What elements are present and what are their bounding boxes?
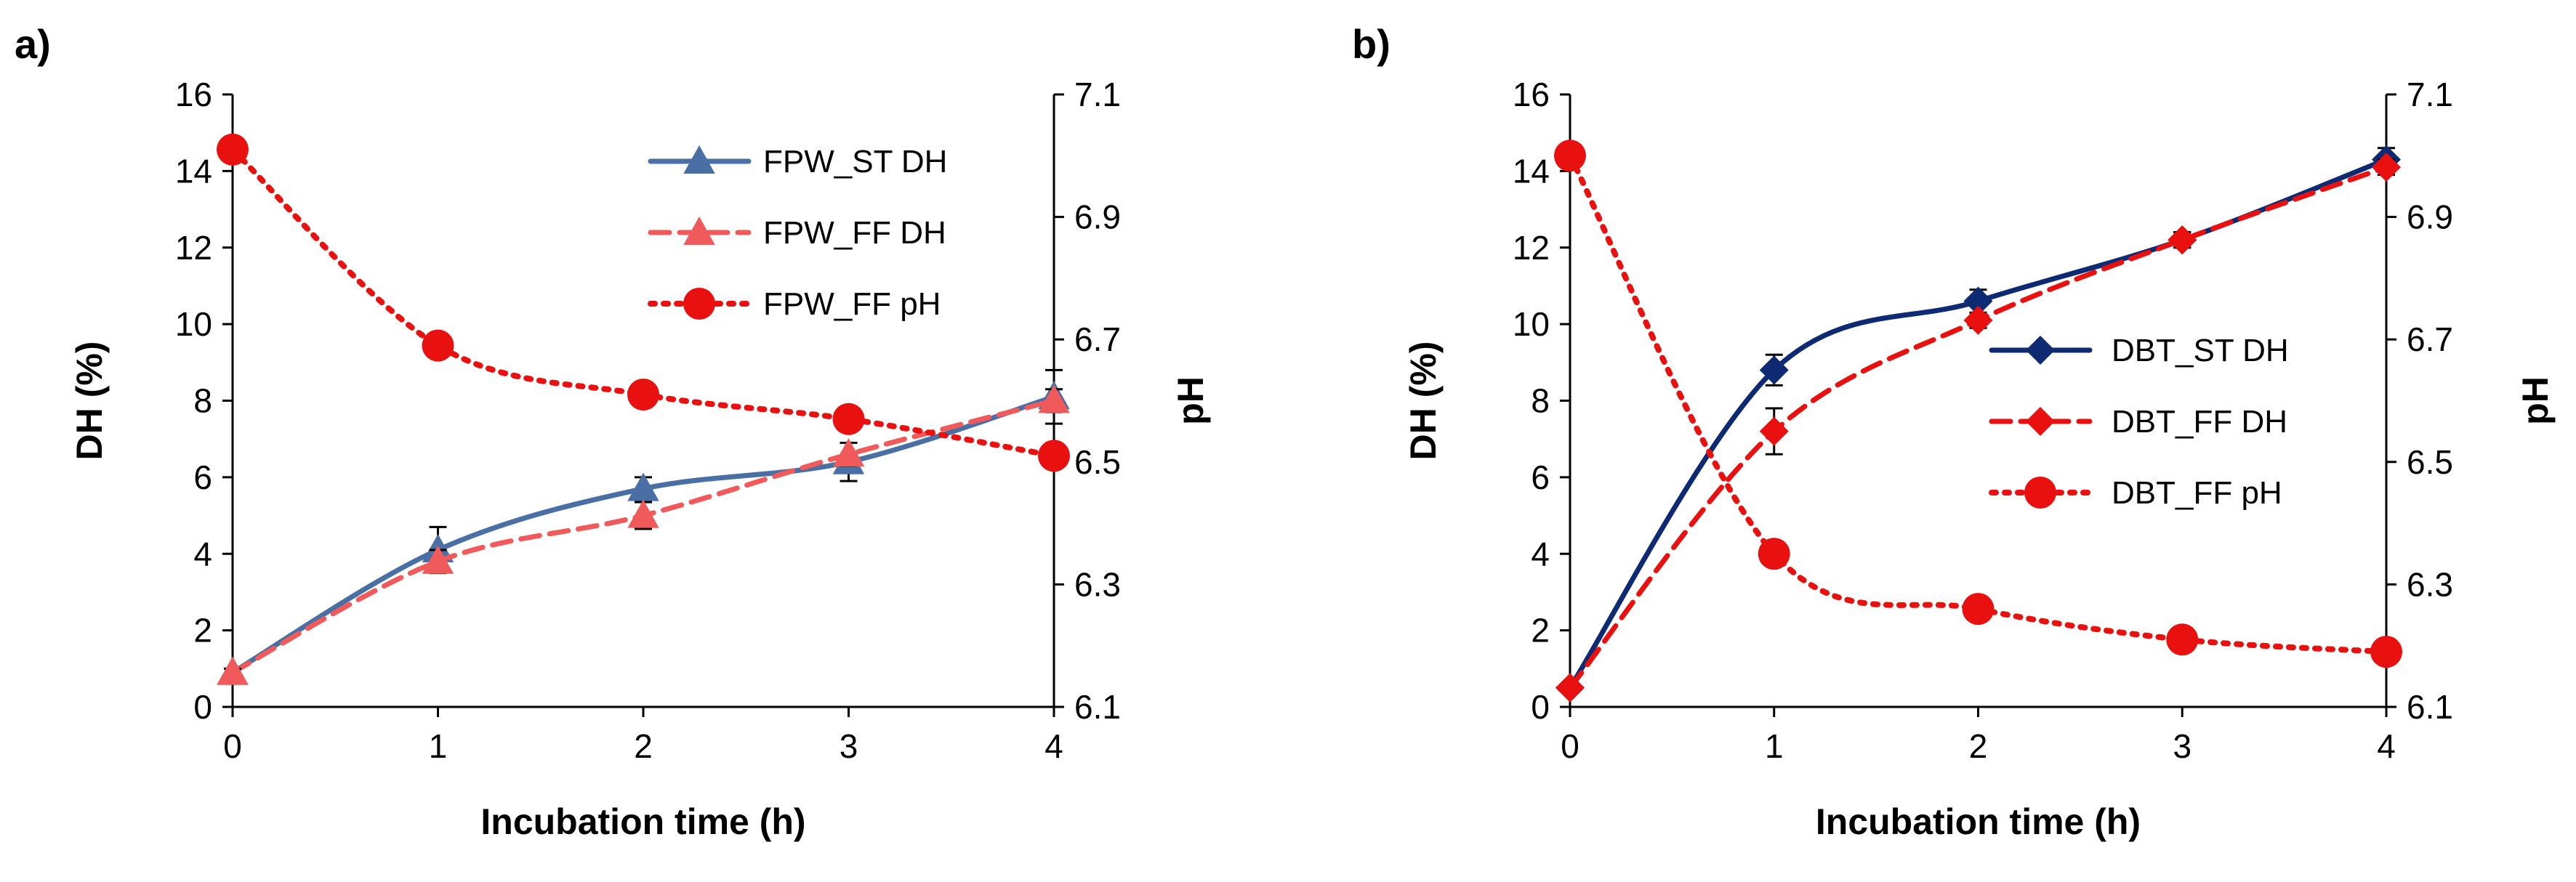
data-point [1963,305,1993,335]
data-point [2168,225,2197,255]
legend-entry: FPW_FF DH [648,215,946,251]
y2-tick-label: 6.1 [1074,688,1121,726]
series-line [230,394,1057,676]
y-tick-label: 6 [1531,458,1550,496]
legend-swatch-marker [683,216,715,245]
x-tick-label: 4 [1045,727,1063,765]
data-point [217,656,249,685]
data-point [627,499,659,528]
y-tick-label: 14 [175,152,212,190]
legend-label: DBT_FF DH [2112,404,2287,440]
legend-label: DBT_FF pH [2112,475,2282,511]
data-point [1962,593,1995,626]
series-line [230,398,1057,676]
y-tick-label: 16 [1513,76,1550,113]
y-tick-label: 16 [175,76,212,113]
series-fpw-ff-dh [217,384,1070,685]
panel-label: a) [15,21,51,67]
y-axis-title: DH (%) [1403,341,1444,461]
data-point [1759,416,1789,446]
y-tick-label: 6 [193,458,212,496]
legend-entry: FPW_ST DH [648,144,947,179]
y2-tick-label: 6.3 [1074,565,1121,603]
series-line [1567,164,2389,691]
data-point [2370,636,2402,668]
data-point [627,379,659,411]
y-tick-label: 8 [1531,382,1550,420]
legend-swatch-marker [2024,477,2056,509]
series-fpw-ff-ph [217,133,1070,472]
y-tick-label: 8 [193,382,212,420]
y-tick-label: 12 [1513,229,1550,267]
y2-tick-label: 6.7 [2407,320,2453,358]
y-tick-label: 2 [1531,612,1550,650]
panel-label: b) [1352,21,1390,67]
y2-tick-label: 6.5 [2407,443,2453,481]
data-point [1963,286,1993,316]
legend-entry: DBT_FF DH [1989,404,2287,440]
data-point [832,402,865,435]
x-tick-label: 4 [2377,727,2396,765]
x-tick-label: 1 [1765,727,1784,765]
legend-entry: DBT_ST DH [1989,333,2289,368]
series-dbt-ff-ph [1554,139,2402,668]
data-point [217,133,249,166]
data-point [1038,440,1070,472]
y-tick-label: 4 [193,535,212,573]
y-tick-label: 14 [1513,152,1550,190]
data-point [1555,673,1585,703]
legend-entry: DBT_FF pH [1989,475,2282,511]
legend-label: FPW_FF DH [763,215,946,251]
y2-tick-label: 6.3 [2407,565,2453,603]
data-point [422,545,454,574]
x-tick-label: 1 [429,727,448,765]
y2-axis-title: pH [1170,376,1211,425]
y2-tick-label: 6.5 [1074,443,1121,481]
x-tick-label: 3 [2173,727,2191,765]
legend-label: FPW_FF pH [763,286,941,322]
series-line [1567,153,2389,655]
legend-label: DBT_ST DH [2112,333,2289,368]
y-tick-label: 0 [193,688,212,726]
y2-tick-label: 7.1 [2407,76,2453,113]
y-axis-title: DH (%) [69,341,110,461]
data-point [422,329,454,362]
legend-entry: FPW_FF pH [648,286,941,322]
y2-axis-title: pH [2515,376,2556,425]
x-tick-label: 0 [223,727,242,765]
x-axis-title: Incubation time (h) [480,801,805,842]
y2-tick-label: 6.7 [1074,320,1121,358]
x-axis-title: Incubation time (h) [1816,801,2141,842]
series-dbt-ff-dh [1555,153,2401,703]
y2-tick-label: 6.9 [1074,198,1121,236]
y-tick-label: 10 [175,305,212,343]
legend-label: FPW_ST DH [763,144,947,179]
legend-swatch-marker [683,145,715,174]
data-point [2372,153,2401,182]
y2-tick-label: 7.1 [1074,76,1121,113]
x-tick-label: 3 [840,727,858,765]
y-tick-label: 12 [175,229,212,267]
data-point [1554,139,1586,172]
y-tick-label: 0 [1531,688,1550,726]
y-tick-label: 4 [1531,535,1550,573]
data-point [1759,355,1789,385]
y-tick-label: 2 [193,612,212,650]
legend-swatch-marker [2026,407,2055,436]
data-point [1038,384,1070,413]
x-tick-label: 2 [634,727,653,765]
legend-swatch-marker [2026,336,2055,365]
y-tick-label: 10 [1513,305,1550,343]
data-point [1758,538,1790,570]
y2-tick-label: 6.1 [2407,688,2453,726]
x-tick-label: 2 [1969,727,1988,765]
x-tick-label: 0 [1561,727,1579,765]
legend-swatch-marker [683,288,715,320]
y2-tick-label: 6.9 [2407,198,2453,236]
data-point [2166,623,2199,656]
data-point [832,438,865,467]
